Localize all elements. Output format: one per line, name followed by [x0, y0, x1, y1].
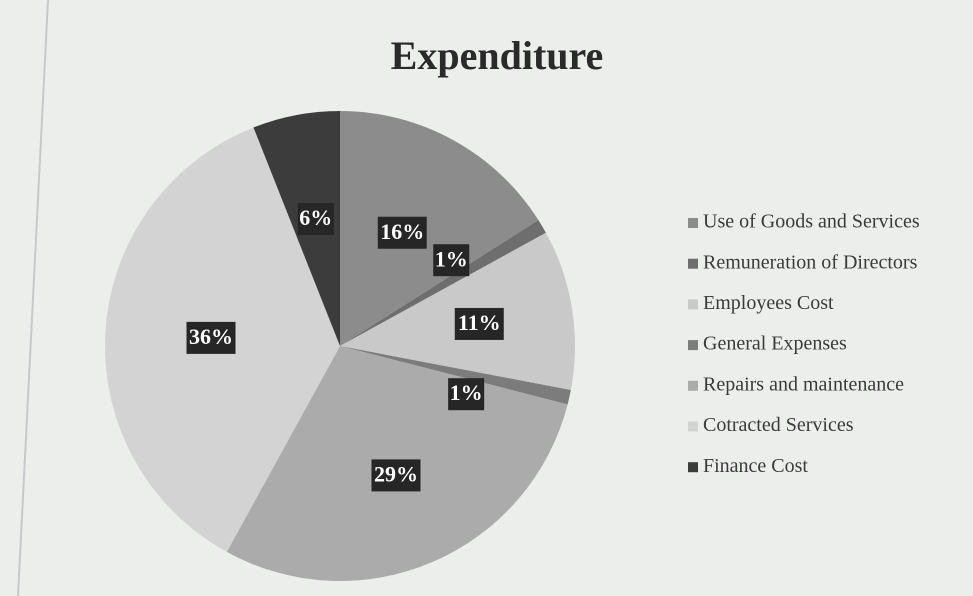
edge-line: [17, 0, 49, 596]
data-label-box: [448, 378, 485, 411]
legend-marker: [688, 380, 698, 391]
data-label: 1%: [450, 380, 483, 405]
data-label: 36%: [189, 324, 233, 349]
data-label-box: [186, 321, 236, 354]
data-label: 6%: [299, 205, 332, 230]
data-label: 1%: [435, 246, 468, 271]
data-label: 11%: [458, 310, 501, 335]
data-labels: 16% 1% 11% 1% 29% 36% 6%: [186, 203, 504, 492]
pie-slice: [340, 220, 546, 346]
legend-text: Employees Cost: [703, 292, 834, 314]
data-label-box: [433, 244, 470, 277]
legend-marker: [688, 462, 698, 473]
legend-text: General Expenses: [703, 333, 847, 355]
pie-slice: [340, 346, 571, 405]
legend-text: Remuneration of Directors: [703, 251, 918, 273]
legend-text: Repairs and maintenance: [703, 373, 904, 395]
legend-marker: [688, 340, 698, 351]
data-label-box: [377, 216, 427, 249]
legend-text: Use of Goods and Services: [703, 211, 920, 233]
pie-slice: [253, 111, 340, 346]
legend: Use of Goods and Services Remuneration of…: [688, 211, 920, 477]
pie-slice: [340, 111, 539, 346]
data-label-box: [454, 307, 504, 340]
data-label: 16%: [380, 219, 424, 244]
legend-marker: [688, 421, 698, 432]
data-label: 29%: [374, 461, 418, 486]
chart-title: Expenditure: [391, 33, 604, 78]
legend-marker: [688, 299, 698, 310]
legend-marker: [688, 218, 698, 228]
legend-text: Cotracted Services: [703, 414, 854, 436]
pie: [104, 111, 576, 581]
legend-text: Finance Cost: [703, 455, 808, 477]
data-label-box: [371, 459, 421, 492]
legend-marker: [688, 258, 698, 269]
data-label-box: [297, 203, 334, 236]
